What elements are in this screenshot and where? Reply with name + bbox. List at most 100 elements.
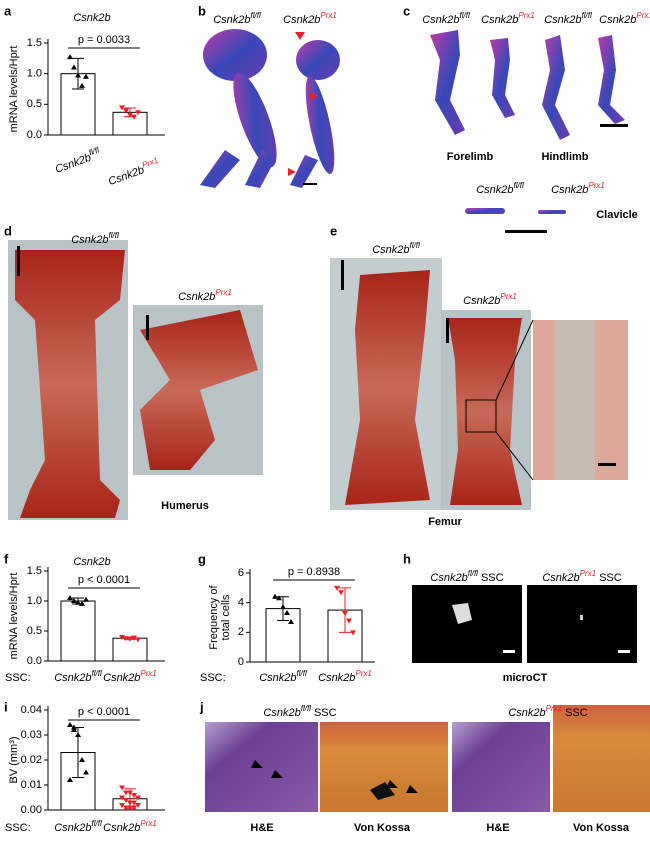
gene-name: Csnk2b (422, 14, 459, 26)
data-point (83, 73, 89, 79)
y-tick-label: 1.0 (27, 68, 42, 80)
genotype-superscript: Prx1 (215, 288, 231, 297)
caption: Clavicle (596, 209, 638, 221)
genotype-superscript: fl/fl (514, 181, 524, 190)
inset-line (495, 431, 534, 481)
data-point (79, 601, 85, 606)
data-point (131, 800, 137, 806)
bone-signal (580, 615, 583, 620)
label: Csnk2bfl/fl SSC (263, 704, 336, 719)
von-kossa-image (320, 722, 448, 812)
label: Csnk2bfl/fl (71, 231, 119, 246)
data-point (79, 757, 85, 762)
y-tick-label: 1.5 (27, 565, 42, 577)
label: Csnk2bPrx1 (463, 292, 517, 307)
x-tick-label: Csnk2bfl/fl (52, 145, 102, 176)
genotype-superscript: fl/fl (92, 669, 102, 678)
y-axis-label: mRNA levels/Hprt (8, 46, 20, 133)
data-point (71, 598, 77, 603)
panel-letter: f (4, 551, 9, 566)
label: Csnk2bfl/fl (372, 241, 420, 256)
y-tick-label: 0.5 (27, 625, 42, 637)
gene-name: Csnk2b (259, 672, 296, 684)
bone-stain (448, 318, 522, 505)
genotype-superscript: Prx1 (518, 11, 534, 20)
data-point (123, 790, 129, 796)
gene-name: Csnk2b (463, 295, 500, 307)
genotype-superscript: Prx1 (588, 181, 604, 190)
genotype-superscript: fl/fl (460, 11, 470, 20)
y-tick-label: 4 (238, 597, 244, 609)
chart-title: Csnk2b (73, 556, 110, 568)
category-prefix: SSC: (5, 822, 31, 834)
gene-name: Csnk2b (103, 822, 140, 834)
label-suffix: SSC (565, 707, 588, 719)
gene-name: Csnk2b (508, 707, 545, 719)
y-tick-label: 1.5 (27, 37, 42, 49)
label: Csnk2bfl/fl (213, 11, 261, 26)
genotype-superscript: fl/fl (297, 669, 307, 678)
caption: Forelimb (447, 151, 494, 163)
category-prefix: SSC: (5, 672, 31, 684)
y-tick-label: 0.0 (27, 129, 42, 141)
y-tick-label: 0.02 (21, 754, 42, 766)
annotation: p < 0.0001 (78, 574, 130, 586)
data-point (276, 595, 282, 601)
panel-letter: c (403, 3, 410, 18)
von-kossa-image (553, 705, 650, 812)
y-axis-label: total cells (220, 594, 232, 640)
data-point (284, 610, 290, 616)
skeleton-image (200, 29, 340, 188)
data-point (131, 635, 137, 641)
gene-name: Csnk2b (54, 822, 91, 834)
inset-line (495, 319, 534, 401)
caption: Von Kossa (354, 822, 411, 834)
label: Csnk2bfl/fl (476, 181, 524, 196)
y-tick-label: 6 (238, 567, 244, 579)
limb-image (430, 30, 625, 214)
data-point (71, 727, 77, 732)
gene-name: Csnk2b (481, 14, 518, 26)
panel-letter: e (330, 223, 337, 238)
panel-letter: i (4, 699, 8, 714)
category-prefix: SSC: (200, 672, 226, 684)
data-point (75, 732, 81, 737)
data-point (135, 110, 141, 116)
gene-name: Csnk2b (103, 672, 140, 684)
gene-name: Csnk2b (544, 14, 581, 26)
label: Csnk2bPrx1 (599, 11, 650, 26)
data-point (338, 590, 344, 596)
genotype-superscript: fl/fl (251, 11, 261, 20)
y-tick-label: 2 (238, 626, 244, 638)
genotype-superscript: fl/fl (88, 145, 101, 157)
gene-name: Csnk2b (71, 234, 108, 246)
genotype-superscript: Prx1 (580, 569, 596, 578)
annotation: p = 0.0033 (78, 34, 130, 46)
gene-name: Csnk2b (54, 672, 91, 684)
data-point (135, 803, 141, 808)
data-point (127, 800, 133, 806)
x-tick-label: Csnk2bPrx1 (103, 819, 157, 834)
data-point (75, 72, 81, 78)
error-bar (339, 587, 351, 633)
x-tick-label: Csnk2bfl/fl (54, 819, 102, 834)
data-point (131, 793, 137, 798)
y-axis-label: Frequency of (208, 584, 220, 649)
y-tick-label: 0.01 (21, 779, 42, 791)
data-point (123, 805, 129, 811)
label: Csnk2bfl/fl SSC (430, 569, 503, 584)
data-point (127, 112, 133, 118)
caption: Humerus (161, 500, 209, 512)
label: Csnk2bPrx1 SSC (542, 569, 621, 584)
scale-bar (503, 650, 515, 653)
gene-name: Csnk2b (599, 14, 636, 26)
gene-name: Csnk2b (372, 244, 409, 256)
data-point (119, 795, 125, 801)
x-tick-label: Csnk2bPrx1 (318, 669, 372, 684)
data-point (127, 790, 133, 796)
y-tick-label: 0 (238, 656, 244, 668)
scale-bar (303, 183, 317, 185)
y-tick-label: 0.0 (27, 655, 42, 667)
genotype-superscript: fl/fl (410, 241, 420, 250)
